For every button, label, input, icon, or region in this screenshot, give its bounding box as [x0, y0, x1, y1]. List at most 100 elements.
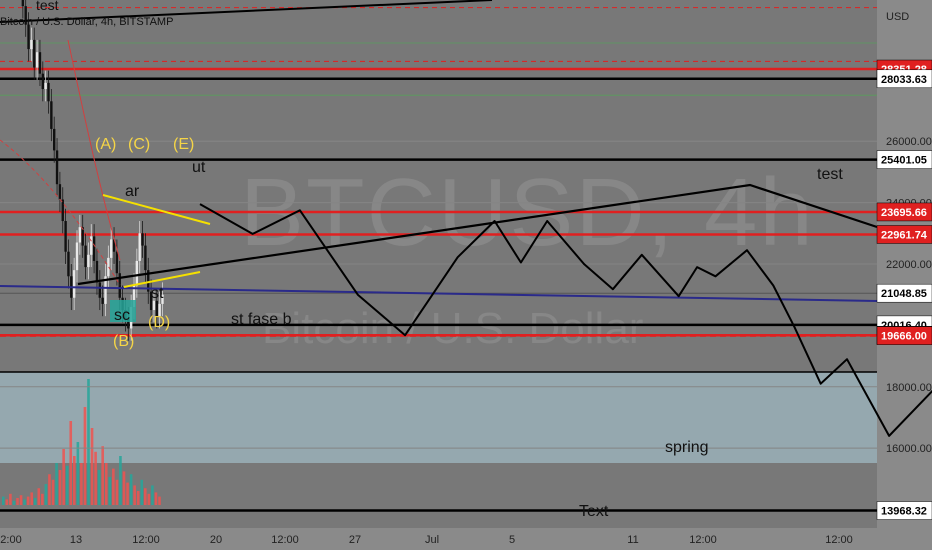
volume-bar [151, 485, 154, 505]
candle-body [127, 319, 130, 329]
volume-bar [41, 493, 44, 505]
candle-body [33, 39, 36, 68]
level-price-label: 22961.74 [881, 229, 928, 241]
volume-bar [19, 495, 23, 505]
volume-bar [44, 484, 48, 505]
volume-bar [136, 491, 140, 505]
volume-bar [108, 477, 112, 505]
x-tick-label: 2:00 [0, 534, 21, 546]
decline-curve [67, 39, 121, 261]
volume-bar [23, 499, 26, 505]
candle-body [47, 82, 50, 102]
candle-body [64, 221, 67, 252]
y-tick-label: 26000.00 [886, 136, 932, 148]
volume-bar [48, 474, 51, 505]
label-test: test [817, 166, 843, 183]
candle-body [135, 260, 139, 286]
x-tick-label: 5 [509, 534, 515, 546]
decline-trendline [0, 139, 121, 286]
level-price-tag [876, 326, 932, 345]
x-tick-label: Jul [425, 534, 439, 546]
wave-label-e: (E) [173, 136, 194, 153]
price-candles [21, 0, 164, 341]
wave-label-d: (D) [148, 314, 170, 331]
volume-bar [33, 498, 37, 505]
candle-body [110, 239, 113, 258]
price-axis-background [877, 0, 932, 550]
volume-bar [51, 479, 55, 505]
candle-body [55, 150, 59, 185]
candle-body [147, 270, 150, 292]
candle-body [87, 254, 90, 268]
volume-bar [104, 463, 108, 505]
level-price-tag [876, 225, 932, 244]
volume-bar [58, 470, 62, 505]
volume-bar [129, 474, 133, 505]
volume-bar [12, 500, 16, 505]
volume-bar [90, 428, 94, 505]
candle-body [141, 233, 144, 246]
volume-bar [30, 492, 33, 505]
volume-bar [119, 456, 122, 505]
candle-body [44, 82, 47, 90]
label-st-fase-b: st fase b [231, 311, 292, 328]
volume-bar [9, 493, 12, 505]
volume-bars [2, 379, 161, 505]
volume-bar [65, 465, 69, 505]
projection-path [199, 203, 932, 437]
label-spring: spring [665, 439, 709, 456]
label-text: Text [579, 503, 609, 520]
candle-body [132, 285, 136, 307]
level-price-label: 25401.05 [881, 155, 927, 167]
volume-bar [16, 498, 19, 505]
candle-body [152, 300, 156, 311]
wave-label-a: (A) [95, 136, 116, 153]
wave-label-c: (C) [128, 136, 150, 153]
candle-body [149, 291, 153, 311]
candle-body [101, 297, 104, 304]
volume-bar [112, 468, 115, 505]
y-tick-label: 18000.00 [886, 382, 932, 394]
volume-bar [69, 421, 73, 505]
volume-bar [154, 492, 158, 505]
x-tick-label: 12:00 [689, 534, 717, 546]
candle-body [24, 6, 27, 25]
x-tick-label: 12:00 [271, 534, 299, 546]
label-st: st [151, 285, 164, 302]
level-price-tag [876, 150, 932, 169]
volume-bar [115, 479, 119, 505]
x-tick-label: 12:00 [132, 534, 160, 546]
accumulation-zone [0, 372, 877, 463]
candle-body [95, 260, 99, 283]
volume-bar [80, 463, 83, 505]
candle-body [27, 24, 30, 50]
label-ut: ut [192, 159, 206, 176]
level-price-label: 19666.00 [881, 331, 927, 343]
candle-body [75, 242, 79, 271]
y-tick-label: 16000.00 [886, 443, 932, 455]
volume-bar [26, 496, 30, 505]
candle-body [92, 236, 96, 261]
header-test-label: test [36, 0, 59, 13]
candle-body [53, 128, 56, 151]
candle-body [90, 236, 93, 255]
candle-body [158, 303, 161, 317]
label-sc: sc [114, 307, 130, 324]
sc-highlight [110, 300, 136, 322]
candle-body [98, 282, 101, 298]
wave-label-b: (B) [113, 333, 134, 350]
level-price-label: 23695.66 [881, 207, 927, 219]
label-ar: ar [125, 183, 140, 200]
candle-body [78, 227, 82, 243]
volume-bar [83, 407, 87, 505]
volume-bar [62, 449, 65, 505]
volume-bar [5, 499, 9, 505]
watermark-name: Bitcoin / U.S. Dollar [262, 304, 643, 353]
level-price-label: 13968.32 [881, 506, 927, 518]
candle-body [35, 52, 39, 68]
volume-bar [101, 446, 104, 505]
volume-bar [97, 470, 101, 505]
volume-bar [126, 482, 129, 505]
y-tick-label: 22000.00 [886, 259, 932, 271]
